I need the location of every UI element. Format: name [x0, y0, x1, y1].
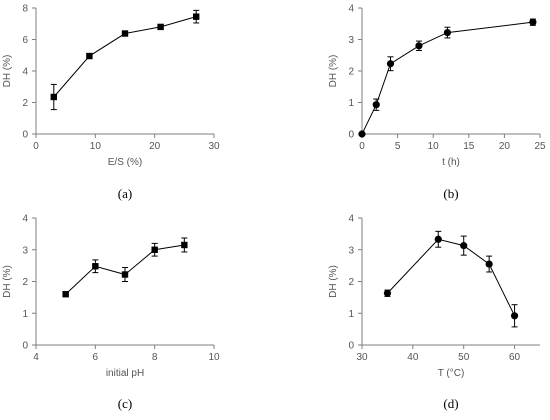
panel-label: (b) [443, 186, 458, 201]
series-line [387, 238, 516, 317]
data-point [510, 312, 519, 320]
y-tick-label: 8 [22, 4, 28, 15]
x-axis-title: T (°C) [438, 368, 465, 379]
chart-panel-1: 0 2 4 6 8 0 10 20 30 E/S (%) DH (%) (a) [2, 4, 220, 202]
x-tick-label: 8 [152, 352, 158, 363]
data-point [386, 60, 395, 68]
y-tick-label: 4 [348, 4, 354, 15]
y-tick-label: 0 [348, 130, 354, 141]
data-point [358, 130, 366, 138]
y-tick-label: 0 [348, 341, 354, 352]
panel-label: (a) [118, 186, 132, 201]
panel-label: (d) [443, 396, 458, 411]
y-tick-label: 2 [348, 277, 354, 288]
y-tick-label: 4 [348, 214, 354, 225]
y-tick-label: 2 [348, 67, 354, 78]
data-point [485, 260, 493, 268]
data-point [121, 271, 129, 278]
x-tick-label: 10 [208, 352, 220, 363]
x-tick-label: 6 [93, 352, 99, 363]
x-tick-label: 10 [428, 141, 440, 152]
chart-panel-3: 0 1 2 3 4 4 6 8 10 initial pH DH (%) (c) [2, 214, 220, 412]
y-tick-label: 6 [22, 35, 28, 46]
y-tick-label: 4 [22, 67, 28, 78]
x-axis-title: initial pH [106, 368, 144, 379]
data-point [50, 93, 57, 101]
y-tick-label: 2 [22, 98, 28, 109]
x-axis-title: t (h) [442, 157, 460, 168]
data-point [193, 13, 200, 20]
y-axis-title: DH (%) [328, 55, 339, 88]
x-tick-label: 0 [359, 141, 365, 152]
x-tick-label: 30 [356, 352, 368, 363]
y-tick-label: 3 [348, 35, 354, 46]
x-tick-label: 4 [33, 352, 39, 363]
chart-panel-2: 0 1 2 3 4 0 5 10 15 20 25 t (h) DH (%) (b) [328, 4, 546, 202]
y-tick-label: 1 [22, 309, 28, 320]
data-point [181, 241, 188, 249]
x-tick-label: 50 [458, 352, 470, 363]
series-line [361, 21, 533, 135]
data-point [460, 242, 468, 250]
y-axis-title: DH (%) [2, 55, 13, 88]
x-tick-label: 0 [33, 141, 39, 152]
data-point [121, 30, 129, 37]
data-point [415, 42, 423, 50]
y-tick-label: 1 [348, 309, 354, 320]
data-point [62, 291, 69, 298]
x-tick-label: 15 [463, 141, 475, 152]
data-point [92, 263, 99, 270]
x-tick-label: 60 [509, 352, 521, 363]
x-tick-label: 10 [90, 141, 102, 152]
data-point [157, 23, 164, 31]
data-point [529, 18, 537, 26]
x-tick-label: 40 [407, 352, 419, 363]
panel-label: (c) [118, 396, 132, 411]
x-axis-title: E/S (%) [108, 157, 142, 168]
series-line [53, 16, 197, 98]
data-point [86, 52, 93, 60]
y-axis-title: DH (%) [328, 265, 339, 298]
x-tick-label: 20 [499, 141, 511, 152]
data-point [443, 28, 452, 37]
data-point [151, 246, 158, 253]
y-axis-title: DH (%) [2, 265, 13, 298]
y-tick-label: 4 [22, 214, 28, 225]
chart-panel-4: 0 1 2 3 4 30 40 50 60 T (°C) DH (%) (d) [328, 214, 540, 411]
x-tick-label: 5 [395, 141, 401, 152]
data-point [372, 101, 380, 109]
x-tick-label: 25 [534, 141, 546, 152]
x-tick-label: 30 [208, 141, 220, 152]
y-tick-label: 0 [22, 341, 28, 352]
y-tick-label: 3 [22, 245, 28, 256]
y-tick-label: 3 [348, 245, 354, 256]
y-tick-label: 2 [22, 277, 28, 288]
x-tick-label: 20 [149, 141, 161, 152]
y-tick-label: 0 [22, 130, 28, 141]
data-point [434, 235, 442, 243]
y-tick-label: 1 [348, 98, 354, 109]
data-point [383, 289, 392, 297]
